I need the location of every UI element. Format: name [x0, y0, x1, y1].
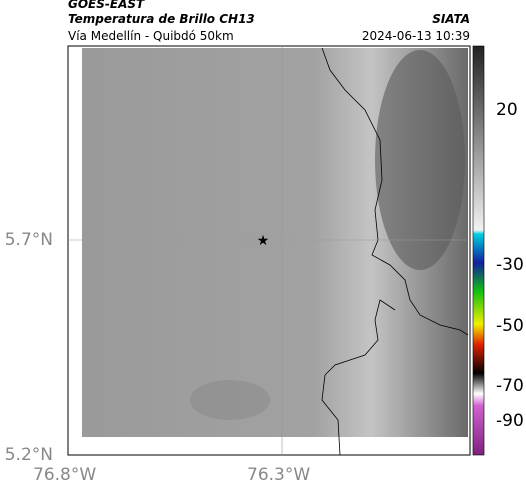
location-marker: ★	[257, 233, 270, 249]
source: GOES-EAST	[68, 0, 145, 11]
colorbar-tick-label: -30	[496, 255, 524, 275]
lat-label: 5.2°N	[4, 445, 53, 465]
organization: SIATA	[432, 12, 470, 26]
lon-label: 76.3°W	[247, 465, 311, 485]
timestamp: 2024-06-13 10:39	[361, 29, 470, 43]
border-line	[321, 299, 396, 456]
lat-label: 5.7°N	[4, 230, 53, 250]
colorbar-tick-label: -70	[496, 376, 524, 396]
subtitle: Vía Medellín - Quibdó 50km	[68, 29, 234, 43]
colorbar	[472, 45, 485, 456]
title: Temperatura de Brillo CH13	[68, 12, 255, 26]
lon-label: 76.8°W	[33, 465, 97, 485]
colorbar-tick-label: -50	[496, 316, 524, 336]
border-line	[321, 47, 469, 336]
colorbar-tick-label: -90	[496, 411, 524, 431]
cloud	[190, 380, 270, 420]
cloud	[375, 50, 465, 270]
colorbar-tick-label: 20	[496, 100, 518, 120]
